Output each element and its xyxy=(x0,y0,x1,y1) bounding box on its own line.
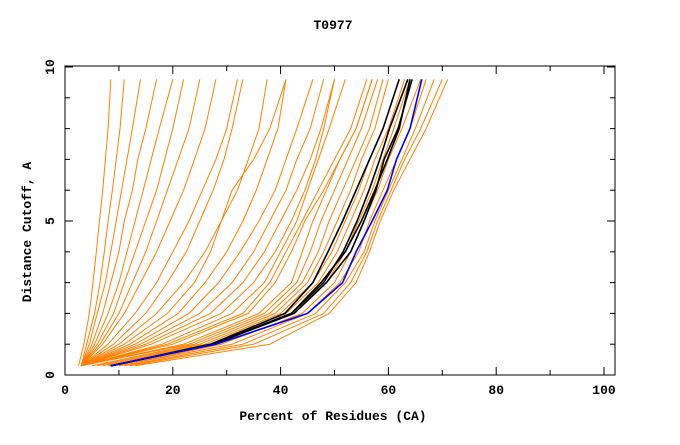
model-curve xyxy=(124,79,435,367)
model-curve xyxy=(80,79,287,367)
x-axis-label: Percent of Residues (CA) xyxy=(239,409,426,424)
chart-title: T0977 xyxy=(313,18,352,33)
y-tick-label: 5 xyxy=(43,217,58,225)
model-curve xyxy=(81,79,379,367)
x-tick-label: 60 xyxy=(381,383,397,398)
model-curve xyxy=(80,79,174,367)
model-curve xyxy=(80,79,244,367)
x-tick-label: 80 xyxy=(488,383,504,398)
model-curve xyxy=(80,79,238,367)
x-tick-label: 100 xyxy=(592,383,616,398)
x-tick-label: 40 xyxy=(273,383,289,398)
best-curve xyxy=(110,79,423,367)
model-curve xyxy=(135,79,449,367)
model-curve xyxy=(80,79,287,367)
plot-frame xyxy=(64,65,616,376)
model-curve xyxy=(97,79,389,367)
model-curve xyxy=(81,79,335,367)
model-curve xyxy=(129,79,443,367)
series-group xyxy=(78,79,449,367)
model-curve xyxy=(80,79,217,367)
model-curve xyxy=(81,79,373,367)
y-axis-label: Distance Cutoff, A xyxy=(20,162,35,303)
highlight-curve xyxy=(110,79,400,367)
y-tick-label: 10 xyxy=(43,59,58,75)
x-tick-label: 20 xyxy=(165,383,181,398)
x-tick-label: 0 xyxy=(61,383,69,398)
model-curve xyxy=(81,79,346,367)
model-curve xyxy=(81,79,325,367)
model-curve xyxy=(81,79,368,367)
highlight-curve xyxy=(110,79,411,367)
model-curve xyxy=(80,79,141,366)
model-curve xyxy=(78,79,112,366)
y-tick-label: 0 xyxy=(43,371,58,379)
model-curve xyxy=(80,79,185,367)
model-curve xyxy=(81,79,314,367)
model-curve xyxy=(80,79,125,366)
axes: 0 20 40 60 80 100 0 5 10 xyxy=(43,59,616,398)
model-curve xyxy=(91,79,384,367)
model-curve xyxy=(81,79,335,367)
model-curve xyxy=(80,79,158,367)
model-curve xyxy=(80,79,268,367)
model-curve xyxy=(80,79,201,367)
